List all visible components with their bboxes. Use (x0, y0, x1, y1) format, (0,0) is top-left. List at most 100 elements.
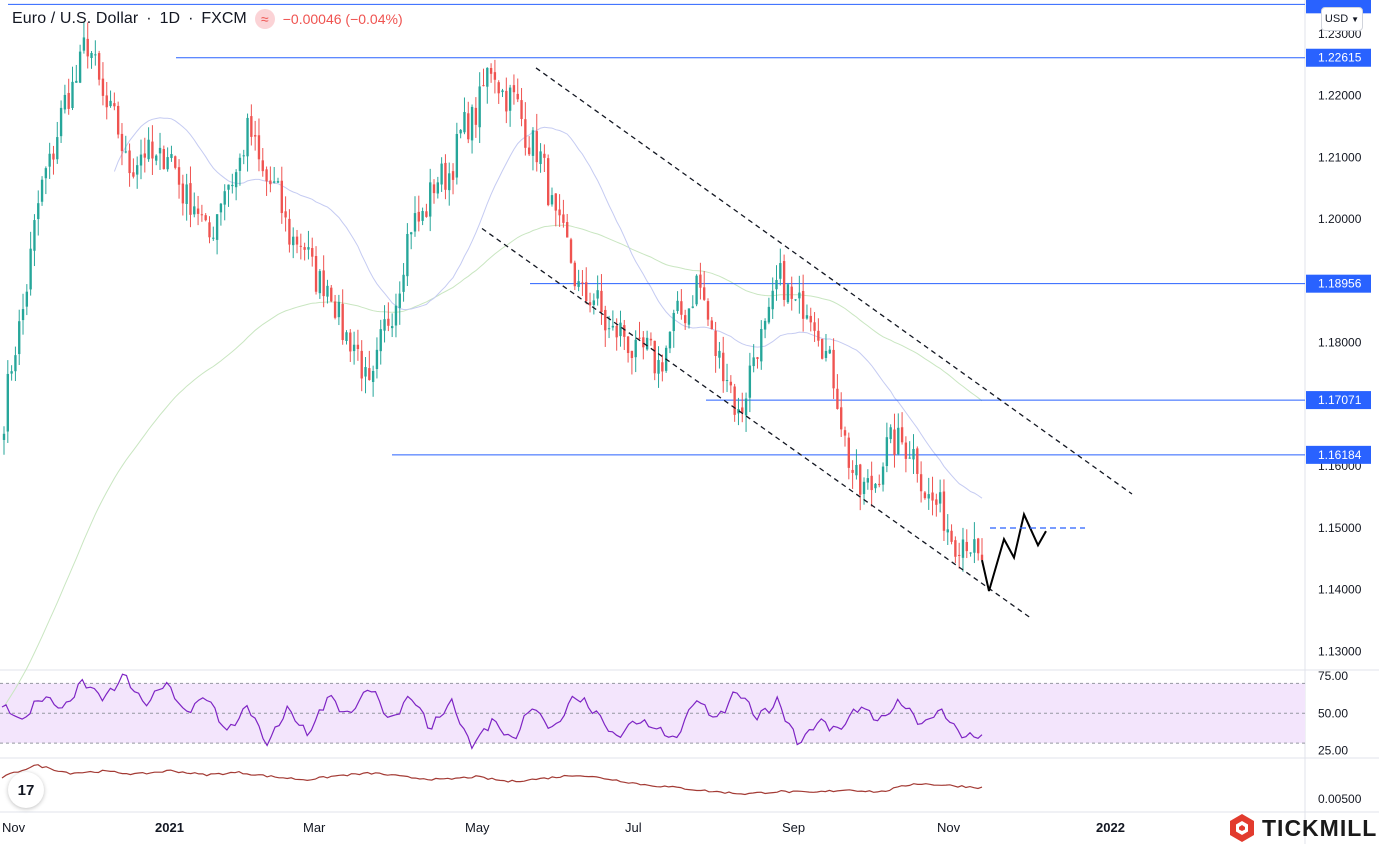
candle (653, 340, 656, 381)
candle-body (257, 135, 261, 160)
candle-body (413, 213, 417, 232)
candle (588, 292, 592, 313)
candle-body (295, 236, 299, 245)
chart-header: Euro / U.S. Dollar · 1D · FXCM ≈ −0.0004… (12, 9, 403, 29)
candle (406, 223, 409, 286)
candle (634, 330, 637, 373)
candle (451, 163, 455, 195)
candle-body (592, 300, 596, 305)
candle (935, 493, 938, 517)
candle (410, 231, 413, 250)
candle-body (223, 191, 226, 205)
tradingview-logo-icon[interactable]: 17 (8, 772, 44, 808)
candle-body (78, 51, 82, 83)
candle-body (497, 82, 500, 94)
candle-body (379, 329, 382, 352)
dot-separator: · (188, 10, 194, 27)
candle (813, 312, 816, 342)
candle (600, 274, 603, 325)
candle-body (200, 214, 204, 216)
candle-body (166, 157, 169, 170)
candle-body (489, 68, 493, 74)
symbol-name[interactable]: Euro / U.S. Dollar (12, 10, 139, 27)
candle (676, 291, 679, 314)
candle-body (782, 261, 786, 300)
candle-body (798, 292, 801, 299)
candle (733, 383, 736, 422)
candle (585, 267, 588, 305)
candle (516, 78, 519, 103)
price-tick-label: 1.14000 (1318, 583, 1362, 597)
candle-body (113, 103, 116, 107)
candle (189, 166, 192, 228)
candle (489, 63, 493, 83)
currency-button[interactable]: USD ▼ (1321, 7, 1363, 31)
candle-body (923, 492, 927, 499)
candle-body (695, 275, 698, 305)
candle (390, 313, 394, 338)
candle (170, 145, 173, 162)
candle (284, 196, 287, 232)
candle-body (421, 211, 424, 221)
candle (714, 321, 717, 373)
candle (330, 285, 333, 303)
candle-body (238, 157, 242, 171)
candle-body (86, 38, 89, 57)
candle-body (543, 153, 546, 158)
candle (482, 68, 485, 87)
candle (748, 352, 752, 413)
candle-body (352, 344, 356, 352)
candle-body (219, 203, 223, 213)
candle (592, 293, 596, 315)
candle-body (630, 350, 634, 359)
candle-body (493, 72, 497, 80)
candle (752, 344, 755, 373)
timeframe[interactable]: 1D (159, 10, 181, 27)
candle-body (402, 274, 405, 292)
candle (832, 338, 835, 399)
candle-body (581, 282, 584, 284)
candle (459, 129, 462, 139)
candle (82, 21, 86, 54)
price-tick-label: 1.22000 (1318, 89, 1362, 103)
candle (356, 329, 360, 361)
candle-body (916, 448, 919, 474)
horizontal-levels (8, 3, 1305, 456)
candle-body (649, 338, 653, 341)
candle-body (52, 153, 55, 160)
rsi-line (1, 673, 983, 750)
candle (722, 336, 725, 393)
candle-body (763, 320, 767, 330)
candle (200, 204, 204, 222)
candle (113, 92, 116, 111)
candle (307, 230, 310, 260)
candle (470, 104, 474, 154)
candle-body (794, 299, 797, 301)
candle-body (790, 286, 793, 299)
candle (938, 479, 942, 513)
candle (771, 277, 774, 319)
candle-body (566, 222, 569, 238)
candle (29, 231, 32, 296)
candle-body (718, 350, 721, 358)
candle (859, 463, 862, 511)
candle-body (539, 151, 542, 165)
candle (493, 59, 497, 94)
candle-body (269, 180, 272, 185)
candle-body (874, 483, 877, 489)
indicator-icon[interactable]: ≈ (254, 9, 275, 29)
candle (782, 254, 786, 307)
candle-body (946, 529, 949, 533)
candle-body (410, 232, 413, 235)
candle-body (253, 135, 257, 137)
candle (931, 476, 934, 516)
candle-body (642, 337, 645, 348)
candle (455, 122, 459, 185)
candle-body (474, 107, 478, 125)
candle (524, 102, 527, 156)
candle (265, 166, 268, 196)
candle (699, 262, 702, 300)
tickmill-mark-icon (1230, 814, 1254, 842)
candle-body (927, 494, 930, 499)
